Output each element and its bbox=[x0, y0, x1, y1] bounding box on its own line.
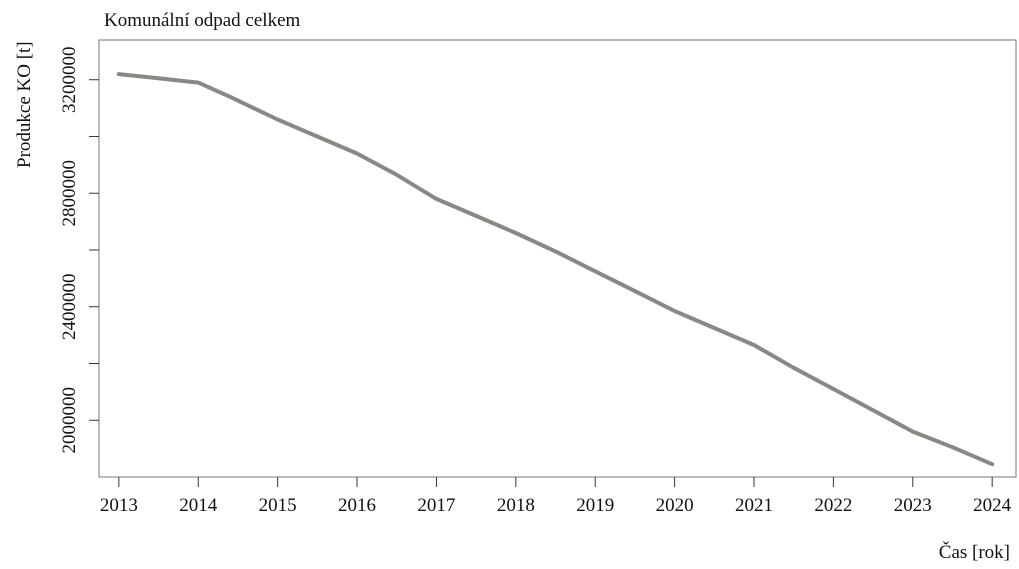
data-point bbox=[752, 343, 756, 347]
data-point bbox=[355, 151, 359, 156]
y-tick-label: 3200000 bbox=[59, 46, 80, 113]
plot-area-frame bbox=[98, 39, 1017, 478]
data-point bbox=[791, 365, 796, 370]
data-point bbox=[871, 408, 875, 413]
data-point bbox=[514, 231, 518, 235]
x-tick-label: 2017 bbox=[417, 495, 455, 516]
x-tick-label: 2015 bbox=[259, 495, 297, 516]
data-point bbox=[712, 326, 717, 330]
y-tick-label: 2800000 bbox=[59, 160, 80, 227]
x-tick-label: 2021 bbox=[735, 495, 773, 516]
x-tick-label: 2014 bbox=[179, 495, 218, 516]
data-point bbox=[950, 445, 955, 450]
y-tick-label: 2400000 bbox=[59, 273, 80, 340]
x-tick-label: 2022 bbox=[814, 495, 852, 516]
x-tick-label: 2016 bbox=[338, 495, 376, 516]
y-axis: 2000000 2400000 2800000 3200000 bbox=[59, 46, 99, 453]
data-point bbox=[228, 94, 232, 99]
data-point bbox=[910, 429, 915, 434]
data-point bbox=[196, 80, 201, 85]
chart-title: Komunální odpad celkem bbox=[104, 10, 301, 31]
data-point bbox=[990, 462, 994, 467]
series-line bbox=[116, 72, 995, 467]
y-tick-label: 2000000 bbox=[59, 387, 80, 454]
y-axis-label: Produkce KO [t] bbox=[14, 41, 35, 168]
data-point bbox=[156, 76, 161, 81]
x-axis: 2013 2014 2015 2016 2017 2018 2019 2020 2021 2022… bbox=[100, 477, 1012, 516]
x-tick-label: 2019 bbox=[576, 495, 614, 516]
series-layer bbox=[116, 72, 995, 467]
x-tick-label: 2023 bbox=[894, 495, 932, 516]
data-point bbox=[434, 197, 439, 201]
data-point bbox=[275, 117, 280, 122]
x-tick-label: 2024 bbox=[973, 495, 1012, 516]
data-point bbox=[315, 134, 320, 139]
data-point bbox=[593, 269, 598, 274]
data-point bbox=[394, 172, 399, 177]
data-point bbox=[474, 214, 478, 218]
data-point bbox=[672, 309, 677, 313]
data-point bbox=[553, 249, 558, 254]
data-point bbox=[117, 72, 121, 76]
data-point bbox=[831, 387, 836, 391]
x-tick-label: 2013 bbox=[100, 495, 138, 516]
data-point bbox=[633, 289, 637, 293]
x-tick-label: 2018 bbox=[497, 495, 535, 516]
x-axis-label: Čas [rok] bbox=[939, 541, 1010, 563]
x-tick-label: 2020 bbox=[656, 495, 694, 516]
